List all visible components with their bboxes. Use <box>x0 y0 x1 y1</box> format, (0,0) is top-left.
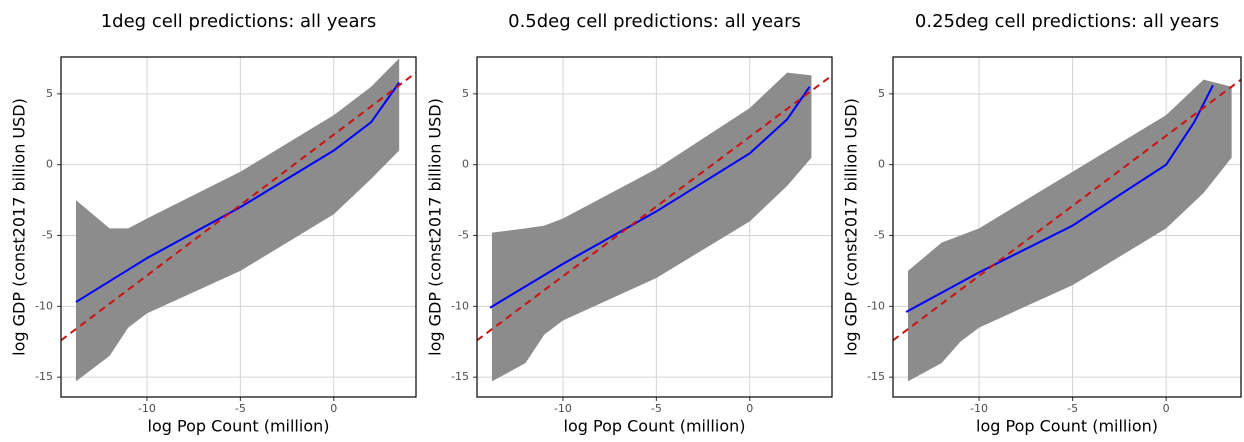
plot-frame <box>476 56 833 398</box>
point-cloud <box>491 72 812 382</box>
x-tick-label: -10 <box>554 402 572 415</box>
x-tick-label: -5 <box>651 402 662 415</box>
fit-line <box>489 86 811 309</box>
x-axis-label: log Pop Count (million) <box>148 417 330 436</box>
plot-frame <box>60 56 417 398</box>
y-tick-label: -5 <box>874 229 885 242</box>
y-tick-label: -10 <box>451 299 469 312</box>
y-tick-label: 0 <box>46 158 53 171</box>
plot-frame <box>892 56 1242 398</box>
x-tick-label: 0 <box>746 402 753 415</box>
chart-title: 1deg cell predictions: all years <box>101 11 377 32</box>
x-axis-label: log Pop Count (million) <box>976 417 1158 436</box>
chart-title: 0.25deg cell predictions: all years <box>915 11 1219 32</box>
fit-line <box>905 84 1214 313</box>
point-cloud <box>75 58 400 382</box>
y-axis-label: log GDP (const2017 billion USD) <box>426 98 445 356</box>
reference-line <box>476 74 833 342</box>
y-tick-label: -15 <box>867 370 885 383</box>
y-tick-label: -10 <box>867 299 885 312</box>
panel: -10 -5 0 -15 -10 -5 0 5 0.5deg cell predictions:… <box>426 11 833 436</box>
y-tick-label: 0 <box>462 158 469 171</box>
fit-line <box>75 81 401 303</box>
panel: -10 -5 0 -15 -10 -5 0 5 1deg cell predictions: a… <box>10 11 417 436</box>
reference-line <box>60 71 417 342</box>
y-tick-label: 5 <box>462 87 469 100</box>
y-axis-label: log GDP (const2017 billion USD) <box>842 98 861 356</box>
y-tick-label: -15 <box>451 370 469 383</box>
x-tick-label: -5 <box>1067 402 1078 415</box>
x-tick-label: 0 <box>1163 402 1170 415</box>
x-tick-label: -10 <box>970 402 988 415</box>
y-tick-label: 5 <box>878 87 885 100</box>
y-tick-label: 0 <box>878 158 885 171</box>
x-tick-label: 0 <box>330 402 337 415</box>
y-axis-label: log GDP (const2017 billion USD) <box>10 98 29 356</box>
x-tick-label: -10 <box>138 402 156 415</box>
reference-line <box>892 78 1242 342</box>
point-cloud <box>907 79 1232 382</box>
y-tick-label: -10 <box>35 299 53 312</box>
chart-title: 0.5deg cell predictions: all years <box>508 11 801 32</box>
y-tick-label: -5 <box>42 229 53 242</box>
y-tick-label: 5 <box>46 87 53 100</box>
x-axis-label: log Pop Count (million) <box>564 417 746 436</box>
panel: -10 -5 0 -15 -10 -5 0 5 0.25deg cell predictions… <box>842 11 1242 436</box>
y-tick-label: -15 <box>35 370 53 383</box>
y-tick-label: -5 <box>458 229 469 242</box>
x-tick-label: -5 <box>235 402 246 415</box>
